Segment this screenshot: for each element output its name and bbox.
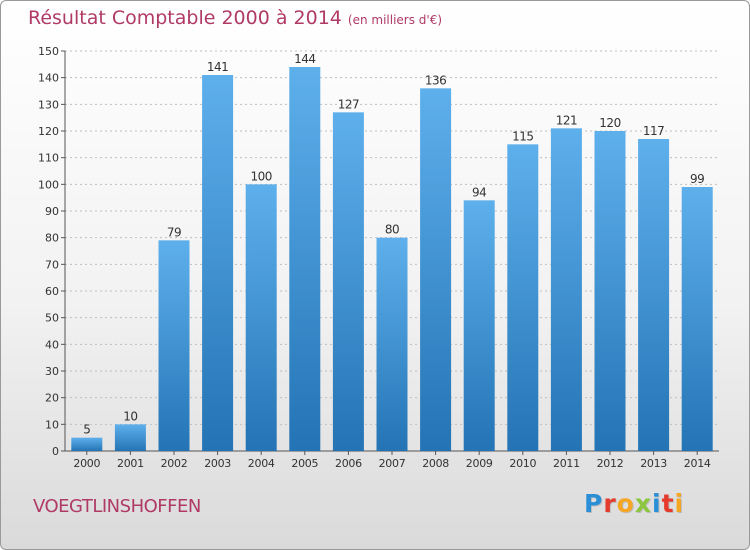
data-label: 94 (472, 185, 486, 199)
x-tick-label: 2007 (379, 457, 406, 470)
commune-name: VOEGTLINSHOFFEN (33, 496, 201, 517)
chart-unit: (en milliers d'€) (347, 13, 443, 27)
bar (681, 187, 713, 451)
y-tick-label: 50 (45, 312, 59, 325)
x-tick-label: 2011 (553, 457, 580, 470)
logo-letter: o (616, 489, 635, 518)
bar (245, 184, 277, 452)
x-tick-label: 2012 (597, 457, 624, 470)
bar (376, 237, 408, 451)
x-tick-label: 2008 (422, 457, 449, 470)
bar (202, 75, 234, 451)
bar (289, 67, 321, 451)
y-tick-label: 30 (45, 365, 59, 378)
y-tick-label: 130 (38, 98, 59, 111)
bar (332, 112, 364, 451)
x-tick-label: 2004 (248, 457, 275, 470)
x-tick-label: 2009 (466, 457, 493, 470)
data-label: 141 (207, 60, 228, 74)
logo-letter: x (634, 489, 652, 518)
bar (463, 200, 495, 451)
y-tick-label: 10 (45, 418, 59, 431)
y-tick-label: 150 (38, 45, 59, 58)
logo-letter: i (652, 489, 662, 518)
data-label: 120 (599, 116, 620, 130)
x-tick-label: 2003 (204, 457, 231, 470)
y-tick-label: 40 (45, 338, 59, 351)
x-tick-label: 2010 (509, 457, 536, 470)
bar (114, 424, 146, 451)
data-label: 79 (167, 225, 181, 239)
bar (158, 240, 190, 451)
bar (420, 88, 452, 451)
chart-title: Résultat Comptable 2000 à 2014 (en millie… (28, 7, 442, 29)
y-tick-label: 60 (45, 285, 59, 298)
x-tick-label: 2000 (73, 457, 100, 470)
y-tick-label: 0 (52, 445, 59, 458)
x-tick-label: 2005 (291, 457, 318, 470)
y-tick-label: 80 (45, 232, 59, 245)
y-tick-label: 110 (38, 152, 59, 165)
x-tick-label: 2014 (684, 457, 711, 470)
data-label: 115 (512, 129, 533, 143)
data-label: 100 (250, 169, 271, 183)
data-label: 127 (338, 97, 359, 111)
logo-letter: r (603, 489, 617, 518)
data-label: 99 (690, 172, 704, 186)
y-tick-label: 100 (38, 178, 59, 191)
y-tick-label: 70 (45, 258, 59, 271)
data-label: 5 (83, 423, 90, 437)
axes: 0 10 20 30 40 50 60 70 80 90 100 110 120 130 140 150 200… (38, 45, 719, 470)
logo-letter: i (674, 489, 685, 518)
data-label: 80 (385, 223, 399, 237)
x-tick-label: 2006 (335, 457, 362, 470)
bar (507, 144, 539, 452)
bar (550, 128, 582, 451)
logo-letter: P (584, 489, 604, 518)
bar (594, 131, 626, 451)
x-tick-label: 2002 (161, 457, 188, 470)
y-tick-label: 20 (45, 392, 59, 405)
x-tick-label: 2013 (640, 457, 667, 470)
proxiti-logo: Proxiti (584, 489, 684, 518)
bar (71, 437, 103, 451)
y-tick-label: 140 (38, 72, 59, 85)
y-tick-label: 90 (45, 205, 59, 218)
y-tick-label: 120 (38, 125, 59, 138)
x-tick-label: 2001 (117, 457, 144, 470)
chart-title-text: Résultat Comptable 2000 à 2014 (28, 7, 342, 29)
data-label: 121 (556, 113, 577, 127)
bar (638, 139, 670, 451)
data-label: 117 (643, 124, 664, 138)
data-label: 10 (123, 409, 137, 423)
data-label: 136 (425, 73, 446, 87)
data-label: 144 (294, 52, 315, 66)
data-labels: 5 10 79 141 100 144 127 80 136 94 115 121 120 117 99 (83, 52, 705, 437)
logo-letter: t (661, 489, 675, 518)
bars (71, 67, 713, 452)
